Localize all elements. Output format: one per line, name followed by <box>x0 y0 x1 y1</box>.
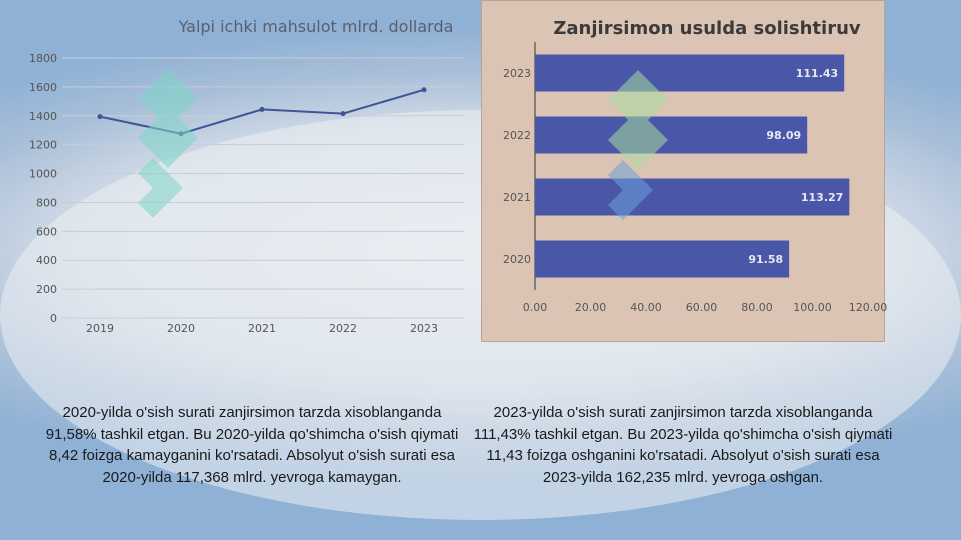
category-label: 2020 <box>503 253 531 266</box>
x-tick-label: 0.00 <box>523 301 548 314</box>
x-tick-label: 120.00 <box>849 301 888 314</box>
y-tick-label: 1200 <box>29 139 57 152</box>
category-label: 2023 <box>503 67 531 80</box>
y-tick-label: 800 <box>36 196 57 209</box>
logo-icon <box>608 70 668 220</box>
y-tick-label: 400 <box>36 254 57 267</box>
bar <box>535 240 790 278</box>
bar-value-label: 113.27 <box>801 191 843 204</box>
x-tick-label: 2021 <box>248 322 276 335</box>
bar-value-label: 91.58 <box>748 253 783 266</box>
bar <box>535 54 845 92</box>
y-tick-label: 1600 <box>29 81 57 94</box>
bar <box>535 178 850 216</box>
line-chart-title: Yalpi ichki mahsulot mlrd. dollarda <box>178 17 454 36</box>
bar-chart-title: Zanjirsimon usulda solishtiruv <box>553 18 861 39</box>
data-point <box>259 106 265 112</box>
left-paragraph: 2020-yilda o'sish surati zanjirsimon tar… <box>45 404 459 486</box>
y-tick-label: 200 <box>36 283 57 296</box>
category-label: 2022 <box>503 129 531 142</box>
y-tick-label: 1400 <box>29 110 57 123</box>
x-tick-label: 2020 <box>167 322 195 335</box>
x-tick-label: 20.00 <box>575 301 607 314</box>
x-tick-label: 40.00 <box>630 301 662 314</box>
x-tick-label: 2022 <box>329 322 357 335</box>
category-label: 2021 <box>503 191 531 204</box>
x-tick-label: 100.00 <box>793 301 832 314</box>
bar-value-label: 98.09 <box>766 129 801 142</box>
bar-value-label: 111.43 <box>796 67 838 80</box>
bar <box>535 116 808 154</box>
y-tick-label: 0 <box>50 312 57 325</box>
data-point <box>97 114 103 120</box>
x-tick-label: 2019 <box>86 322 114 335</box>
x-tick-label: 60.00 <box>686 301 718 314</box>
data-point <box>421 87 427 93</box>
y-tick-label: 1000 <box>29 168 57 181</box>
logo-icon <box>138 68 198 218</box>
x-tick-label: 2023 <box>410 322 438 335</box>
right-paragraph: 2023-yilda o'sish surati zanjirsimon tar… <box>473 404 893 486</box>
y-tick-label: 600 <box>36 225 57 238</box>
y-tick-label: 1800 <box>29 52 57 65</box>
x-tick-label: 80.00 <box>741 301 773 314</box>
data-point <box>340 111 346 117</box>
